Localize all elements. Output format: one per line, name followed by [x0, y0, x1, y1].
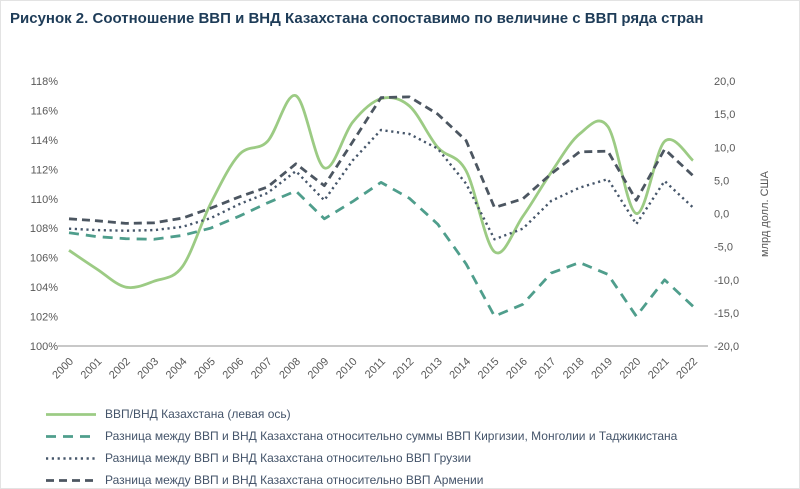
svg-text:118%: 118% [31, 76, 59, 88]
legend-label: Разница между ВВП и ВНД Казахстана относ… [105, 473, 484, 487]
svg-text:-10,0: -10,0 [714, 275, 739, 287]
legend-item-gdp-gni-ratio: ВВП/ВНД Казахстана (левая ось) [45, 403, 677, 425]
svg-text:2016: 2016 [504, 356, 530, 382]
svg-text:2022: 2022 [674, 356, 700, 382]
svg-text:2002: 2002 [107, 356, 133, 382]
svg-text:20,0: 20,0 [714, 76, 735, 88]
legend-item-georgia: Разница между ВВП и ВНД Казахстана относ… [45, 447, 677, 469]
line-chart: 118% 116% 114% 112% 110% 108% 106% 104% 102% 100%… [30, 76, 771, 382]
legend-swatch-dotted-line-icon [46, 456, 96, 460]
svg-text:2008: 2008 [277, 356, 303, 382]
legend-item-armenia: Разница между ВВП и ВНД Казахстана относ… [45, 469, 677, 488]
figure-title: Рисунок 2. Соотношение ВВП и ВНД Казахст… [10, 10, 704, 27]
svg-text:112%: 112% [31, 164, 59, 176]
legend-label: ВВП/ВНД Казахстана (левая ось) [105, 407, 291, 421]
legend-swatch-dash-line-icon [46, 478, 96, 482]
svg-text:106%: 106% [30, 253, 58, 265]
svg-text:116%: 116% [31, 105, 59, 117]
svg-text:2015: 2015 [476, 356, 502, 382]
svg-text:15,0: 15,0 [714, 109, 735, 121]
svg-text:2020: 2020 [618, 356, 644, 382]
svg-text:2019: 2019 [589, 356, 615, 382]
svg-text:2021: 2021 [646, 356, 672, 382]
svg-text:2011: 2011 [363, 356, 388, 381]
svg-text:-20,0: -20,0 [714, 341, 739, 353]
svg-text:2010: 2010 [334, 356, 360, 382]
svg-text:2017: 2017 [533, 356, 559, 382]
svg-text:-15,0: -15,0 [714, 308, 739, 320]
svg-text:2013: 2013 [419, 356, 445, 382]
legend-label: Разница между ВВП и ВНД Казахстана относ… [105, 429, 678, 443]
svg-text:2009: 2009 [306, 356, 332, 382]
chart-legend: ВВП/ВНД Казахстана (левая ось) Разница м… [45, 403, 677, 488]
svg-text:2012: 2012 [391, 356, 417, 382]
svg-text:2001: 2001 [79, 356, 105, 382]
svg-text:2004: 2004 [164, 356, 190, 382]
svg-text:2018: 2018 [561, 356, 587, 382]
svg-text:0,0: 0,0 [714, 209, 729, 221]
svg-text:2007: 2007 [249, 356, 275, 382]
legend-swatch-solid-line-icon [46, 412, 96, 416]
svg-text:100%: 100% [30, 341, 58, 353]
legend-label: Разница между ВВП и ВНД Казахстана относ… [105, 451, 472, 465]
svg-text:2006: 2006 [221, 356, 247, 382]
svg-text:2005: 2005 [192, 356, 218, 382]
legend-swatch-long-dash-line-icon [46, 434, 96, 438]
svg-text:110%: 110% [31, 194, 59, 206]
svg-text:108%: 108% [30, 223, 58, 235]
svg-text:10,0: 10,0 [714, 142, 735, 154]
legend-item-kyrgyzstan-mongolia-tajikistan: Разница между ВВП и ВНД Казахстана относ… [45, 425, 677, 447]
svg-text:2000: 2000 [50, 356, 76, 382]
svg-text:104%: 104% [30, 282, 58, 294]
svg-text:2014: 2014 [447, 356, 473, 382]
svg-text:114%: 114% [31, 135, 59, 147]
svg-text:102%: 102% [30, 312, 58, 324]
svg-text:2003: 2003 [135, 356, 161, 382]
svg-text:млрд долл. США: млрд долл. США [759, 170, 771, 257]
svg-text:-5,0: -5,0 [714, 242, 733, 254]
svg-text:5,0: 5,0 [714, 175, 729, 187]
